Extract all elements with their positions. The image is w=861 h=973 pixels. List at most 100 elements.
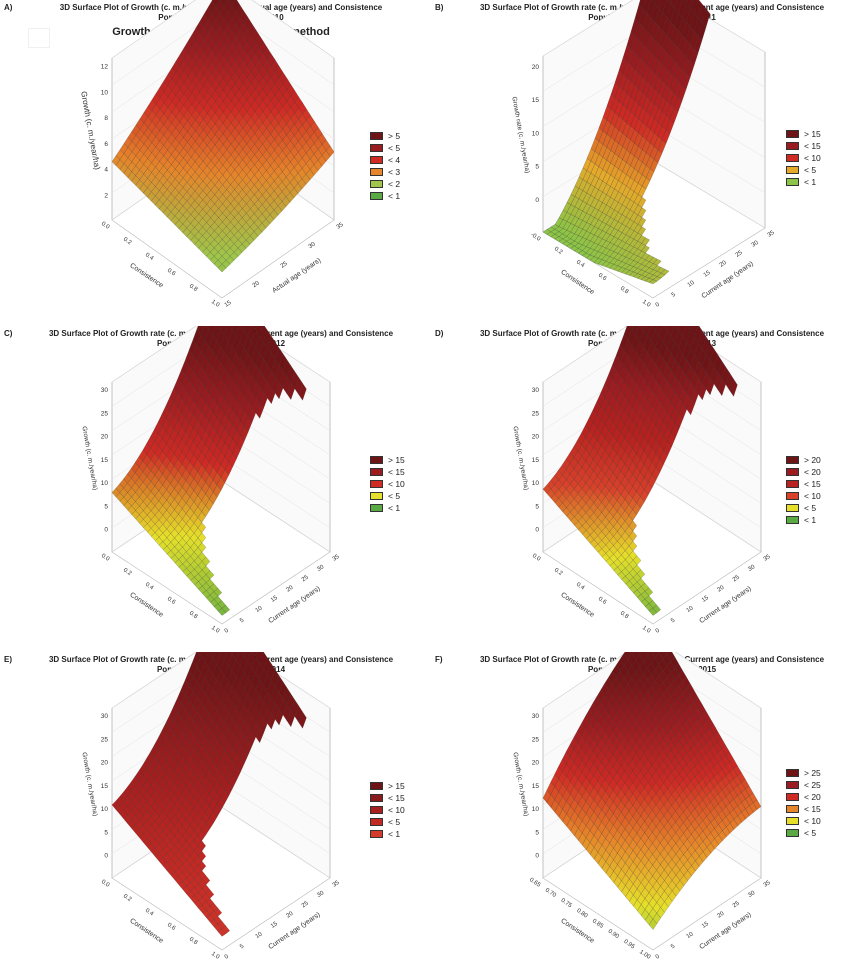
- legend-item: < 5: [786, 827, 821, 839]
- legend-label: < 3: [388, 167, 401, 177]
- z-tick-label: 30: [101, 713, 109, 720]
- surface-cell: [286, 382, 295, 400]
- legend-item: < 4: [370, 154, 400, 166]
- z-tick-label: 5: [535, 829, 539, 836]
- legend-item: < 15: [786, 140, 821, 152]
- legend-swatch: [370, 492, 383, 500]
- legend-label: < 1: [804, 515, 817, 525]
- z-tick-label: 0: [104, 853, 108, 860]
- z-axis-label: Growth (c. m./year/ha): [511, 426, 529, 491]
- y-tick-label: 0.0: [531, 553, 542, 563]
- surface-cell: [648, 918, 658, 930]
- legend-swatch: [370, 180, 383, 188]
- x-axis-label: Current age (years): [701, 260, 755, 300]
- z-tick-label: 8: [104, 115, 108, 122]
- y-axis-label: Consistence: [128, 262, 164, 289]
- y-tick-label: 0.2: [122, 237, 133, 247]
- y-tick-label: 0.4: [144, 908, 155, 918]
- z-axis-label: Growth (c. m./year/ha): [79, 90, 102, 170]
- y-tick-label: 0.8: [619, 611, 630, 621]
- legend-item: < 1: [370, 828, 405, 840]
- surface-cell: [255, 402, 264, 419]
- legend-label: < 5: [804, 503, 817, 513]
- legend-swatch: [786, 829, 799, 837]
- legend-label: < 20: [804, 467, 821, 477]
- y-tick-label: 0.2: [553, 246, 564, 256]
- legend-label: < 15: [804, 141, 821, 151]
- z-tick-label: 20: [532, 760, 540, 767]
- legend-swatch: [370, 168, 383, 176]
- y-tick-label: 0.0: [100, 553, 111, 563]
- x-tick-label: 35: [763, 880, 772, 889]
- z-tick-label: 25: [101, 736, 109, 743]
- legend: > 25 < 25 < 20 < 15 < 10 < 5: [786, 767, 821, 839]
- legend-label: < 10: [388, 479, 405, 489]
- legend-swatch: [370, 794, 383, 802]
- chart-panel: D)3D Surface Plot of Growth rate (c. m./…: [431, 326, 859, 646]
- surface-cell: [648, 608, 658, 616]
- x-tick-label: 10: [686, 931, 695, 940]
- z-tick-label: 5: [104, 829, 108, 836]
- surface-cell: [698, 382, 707, 401]
- legend-label: < 10: [804, 816, 821, 826]
- x-tick-label: 0: [655, 953, 662, 960]
- surface-cell: [255, 727, 264, 743]
- y-axis-label: Consistence: [559, 269, 595, 296]
- x-tick-label: 10: [255, 605, 264, 614]
- x-tick-label: 30: [316, 890, 325, 899]
- x-tick-label: 20: [285, 910, 294, 919]
- x-tick-label: 0: [224, 627, 231, 634]
- y-axis-label: Consistence: [128, 917, 164, 944]
- legend-item: < 5: [370, 816, 405, 828]
- y-tick-label: 0.6: [166, 596, 177, 606]
- legend-swatch: [370, 144, 383, 152]
- y-tick-label: 0.95: [622, 939, 636, 951]
- z-tick-label: 15: [532, 97, 540, 104]
- legend-swatch: [786, 769, 799, 777]
- z-tick-label: 2: [104, 192, 108, 199]
- legend-label: < 5: [388, 491, 401, 501]
- legend-item: < 2: [370, 178, 400, 190]
- legend-swatch: [786, 805, 799, 813]
- x-axis-label: Current age (years): [267, 911, 321, 951]
- x-tick-label: 35: [332, 880, 341, 889]
- x-tick-label: 5: [671, 291, 678, 298]
- surface-cell: [217, 264, 227, 273]
- legend-item: < 15: [786, 803, 821, 815]
- legend-label: < 5: [804, 165, 817, 175]
- x-axis-label: Current age (years): [267, 585, 321, 625]
- y-tick-label: 0.4: [575, 259, 586, 269]
- y-tick-label: 1.0: [210, 625, 221, 635]
- legend-item: < 5: [370, 142, 400, 154]
- x-tick-label: 0: [224, 953, 231, 960]
- x-tick-label: 30: [747, 564, 756, 573]
- legend-item: > 5: [370, 130, 400, 142]
- z-gridline: [111, 0, 335, 59]
- legend-swatch: [786, 492, 799, 500]
- x-tick-label: 15: [270, 921, 279, 930]
- x-tick-label: 25: [732, 900, 741, 909]
- surface-cell: [275, 381, 284, 400]
- legend-item: < 15: [786, 478, 821, 490]
- legend-item: < 5: [370, 490, 405, 502]
- surface-plot: 0 5 10 15 20 0 5 10 15 20 25 30 35 -0.0 0.2 0.4 0.6 0.8 1.…: [510, 0, 776, 309]
- y-tick-label: 0.2: [553, 567, 564, 577]
- legend: > 15 < 15 < 10 < 5 < 1: [786, 128, 821, 188]
- legend-swatch: [370, 818, 383, 826]
- x-tick-label: 20: [285, 584, 294, 593]
- legend-swatch: [786, 166, 799, 174]
- legend: > 15 < 15 < 10 < 5 < 1: [370, 454, 405, 514]
- z-tick-label: 10: [101, 89, 109, 96]
- z-tick-label: 5: [535, 164, 539, 171]
- legend-item: < 15: [370, 466, 405, 478]
- y-tick-label: 0.8: [619, 286, 630, 296]
- legend-label: < 10: [804, 153, 821, 163]
- surface-plot: 0 5 10 15 20 25 30 0 5 10 15 20 25 30 35 0.0 0.2 0.4 0.6 0.…: [80, 326, 341, 635]
- x-tick-label: 35: [336, 222, 345, 231]
- legend: > 15 < 15 < 10 < 5 < 1: [370, 780, 405, 840]
- chart-panel: E)3D Surface Plot of Growth rate (c. m./…: [0, 652, 428, 972]
- legend-item: < 1: [786, 514, 821, 526]
- x-axis-label: Current age (years): [698, 585, 752, 625]
- surface-cell: [629, 326, 634, 330]
- z-tick-label: 10: [532, 806, 540, 813]
